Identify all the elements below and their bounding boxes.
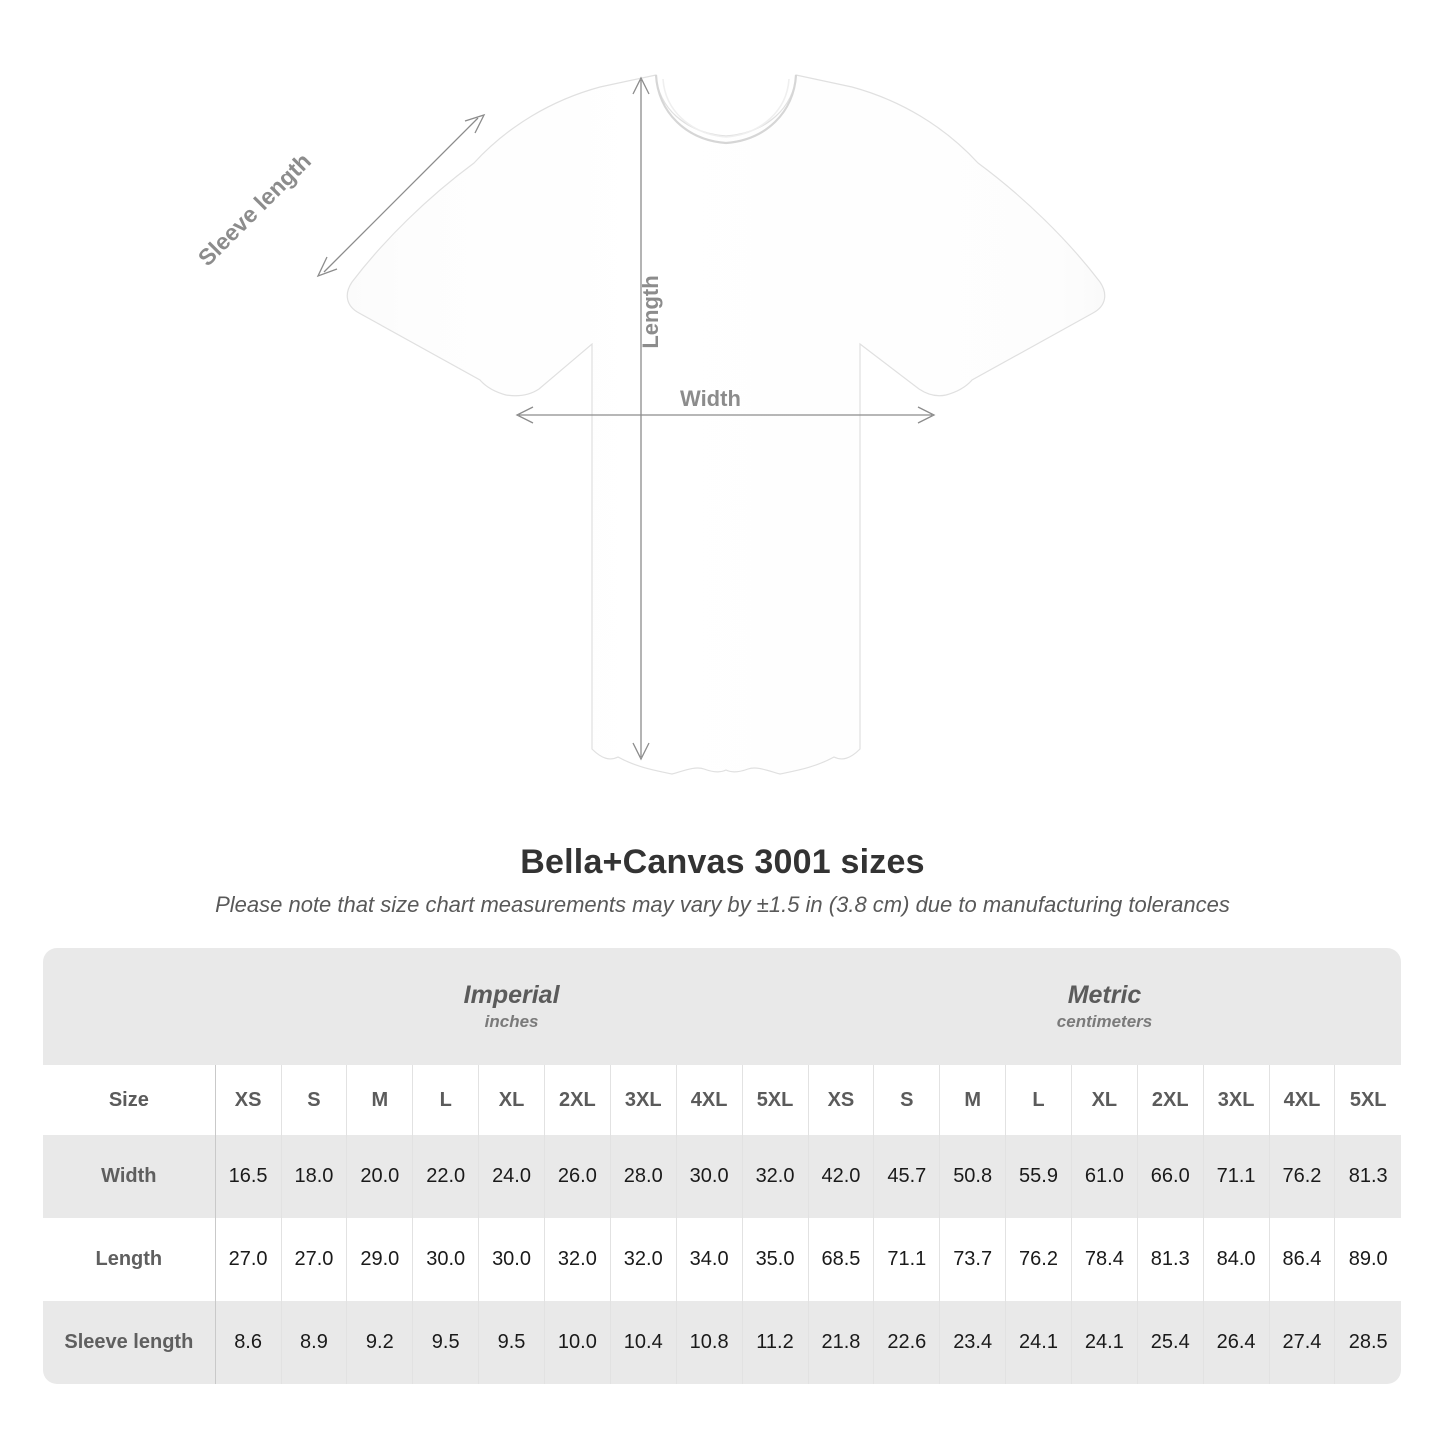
svg-text:Sleeve length: Sleeve length — [193, 148, 316, 271]
svg-text:Length: Length — [638, 275, 663, 348]
svg-text:Width: Width — [680, 386, 741, 411]
